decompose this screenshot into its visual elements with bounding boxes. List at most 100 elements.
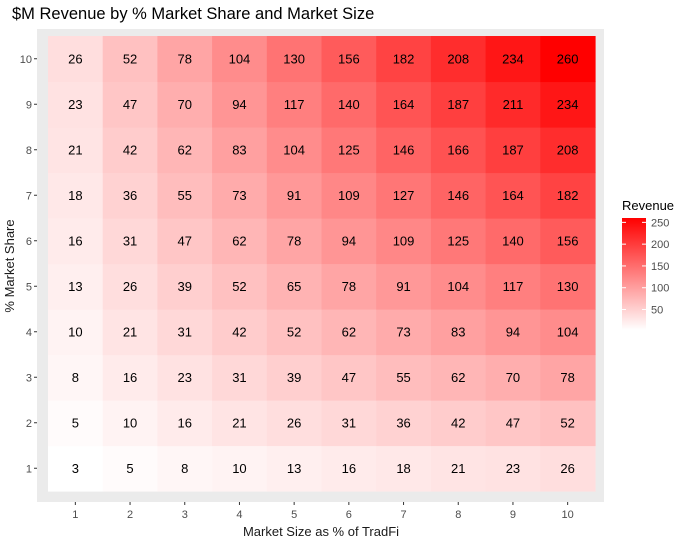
cell-value-label: 234 — [557, 97, 579, 112]
cell-value-label: 47 — [123, 97, 137, 112]
heatmap-cell — [540, 263, 596, 310]
heatmap-cell — [376, 81, 432, 128]
heatmap-cell — [212, 218, 268, 265]
legend-tick-label: 250 — [651, 217, 669, 229]
y-axis: 1 2 3 4 5 6 7 8 9 10 — [20, 54, 37, 475]
heatmap-cell — [376, 263, 432, 310]
cell-value-label: 52 — [232, 279, 246, 294]
cell-value-label: 78 — [287, 233, 301, 248]
heatmap-cell — [321, 309, 377, 356]
heatmap-cell — [540, 172, 596, 219]
heatmap-cell — [48, 445, 104, 492]
cell-value-label: 13 — [68, 279, 82, 294]
legend-title: Revenue — [622, 198, 674, 213]
cell-value-label: 16 — [68, 233, 82, 248]
cell-value-label: 164 — [502, 188, 524, 203]
cell-value-label: 156 — [557, 233, 579, 248]
cell-value-label: 62 — [342, 324, 356, 339]
heatmap-cell — [266, 445, 323, 492]
cell-value-label: 36 — [123, 188, 137, 203]
cell-value-label: 140 — [338, 97, 360, 112]
heatmap-cell — [102, 218, 158, 265]
heatmap-cell — [540, 36, 596, 83]
cell-value-label: 26 — [123, 279, 137, 294]
cell-value-label: 62 — [232, 233, 246, 248]
heatmap-cell — [48, 127, 104, 174]
cell-value-label: 109 — [393, 233, 415, 248]
heatmap-cell — [321, 172, 377, 219]
y-axis-title: % Market Share — [2, 219, 17, 312]
heatmap-cell — [485, 36, 541, 83]
heatmap-cell — [485, 218, 541, 265]
heatmap-cell — [266, 309, 323, 356]
heatmap-cell — [157, 218, 213, 265]
heatmap-cell — [212, 309, 268, 356]
cell-value-label: 42 — [451, 415, 465, 430]
heatmap-cell — [485, 445, 541, 492]
heatmap-cell — [266, 263, 323, 310]
cell-value-label: 166 — [447, 142, 469, 157]
cell-value-label: 23 — [506, 461, 520, 476]
x-tick-label: 2 — [127, 509, 133, 521]
y-tick-label: 7 — [26, 190, 32, 202]
cell-value-label: 109 — [338, 188, 360, 203]
y-tick-label: 9 — [26, 99, 32, 111]
cell-value-label: 208 — [447, 51, 469, 66]
cell-value-label: 39 — [287, 370, 301, 385]
cell-value-label: 31 — [123, 233, 137, 248]
cell-value-label: 164 — [393, 97, 415, 112]
heatmap-cell — [48, 354, 104, 401]
heatmap-cell — [102, 172, 158, 219]
heatmap-cell — [157, 127, 213, 174]
cell-value-label: 5 — [126, 461, 133, 476]
heatmap-cell — [48, 400, 104, 447]
cell-value-label: 78 — [342, 279, 356, 294]
cell-value-label: 13 — [287, 461, 301, 476]
cell-value-label: 182 — [557, 188, 579, 203]
cell-value-label: 83 — [232, 142, 246, 157]
cell-value-label: 10 — [123, 415, 137, 430]
cell-value-label: 62 — [178, 142, 192, 157]
cell-value-label: 104 — [447, 279, 469, 294]
heatmap-cell — [266, 36, 323, 83]
cell-value-label: 23 — [68, 97, 82, 112]
heatmap-cell — [321, 36, 377, 83]
heatmap-cell — [157, 263, 213, 310]
heatmap-cell — [376, 309, 432, 356]
heatmap-cells — [48, 36, 596, 492]
cell-value-label: 182 — [393, 51, 415, 66]
cell-value-label: 10 — [68, 324, 82, 339]
y-tick-label: 6 — [26, 236, 32, 248]
cell-value-label: 18 — [396, 461, 410, 476]
cell-value-label: 31 — [342, 415, 356, 430]
cell-value-label: 94 — [232, 97, 246, 112]
cell-value-label: 125 — [338, 142, 360, 157]
cell-value-label: 146 — [393, 142, 415, 157]
cell-value-label: 16 — [178, 415, 192, 430]
cell-value-label: 187 — [447, 97, 469, 112]
cell-value-label: 65 — [287, 279, 301, 294]
legend-tick-label: 100 — [651, 283, 669, 295]
cell-value-label: 42 — [123, 142, 137, 157]
heatmap-cell — [376, 400, 432, 447]
heatmap-cell — [157, 354, 213, 401]
heatmap-cell — [430, 81, 487, 128]
color-legend: Revenue 50 100 150 200 250 — [622, 198, 674, 330]
cell-value-label: 104 — [283, 142, 305, 157]
x-tick-label: 6 — [346, 509, 352, 521]
cell-value-label: 83 — [451, 324, 465, 339]
legend-tick-label: 150 — [651, 261, 669, 273]
cell-value-label: 8 — [181, 461, 188, 476]
heatmap-cell — [102, 445, 158, 492]
cell-value-label: 42 — [232, 324, 246, 339]
cell-value-label: 26 — [68, 51, 82, 66]
y-tick-label: 8 — [26, 145, 32, 157]
chart-title: $M Revenue by % Market Share and Market … — [12, 5, 374, 23]
cell-value-label: 26 — [560, 461, 574, 476]
x-axis: 1 2 3 4 5 6 7 8 9 10 — [72, 502, 574, 521]
heatmap-cell — [212, 354, 268, 401]
cell-value-label: 94 — [342, 233, 356, 248]
x-axis-title: Market Size as % of TradFi — [243, 524, 399, 539]
cell-value-label: 127 — [393, 188, 415, 203]
